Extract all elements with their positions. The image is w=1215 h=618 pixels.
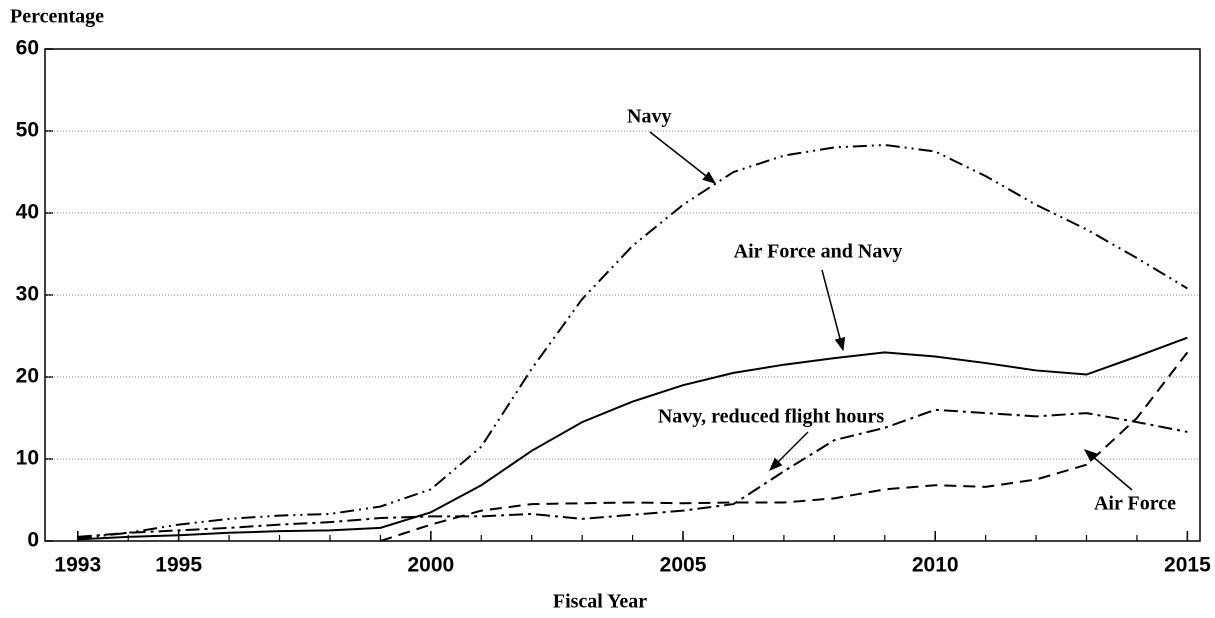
label-arrow: [769, 431, 809, 471]
x-tick-label: 2015: [1164, 554, 1211, 577]
series-label: Air Force: [1094, 493, 1176, 515]
y-tick-label: 30: [16, 283, 39, 306]
y-tick-label: 60: [16, 37, 39, 60]
y-tick-label: 0: [27, 529, 39, 552]
series-label: Navy: [627, 106, 671, 128]
label-arrow: [649, 131, 717, 184]
plot-frame: [44, 48, 1201, 542]
y-tick-label: 40: [16, 201, 39, 224]
label-arrow: [1083, 449, 1133, 491]
y-axis-label: Percentage: [10, 6, 104, 28]
y-tick-label: 10: [16, 447, 39, 470]
series-line: [77, 408, 1188, 538]
series-label: Navy, reduced flight hours: [658, 406, 885, 428]
x-tick-label: 2005: [660, 554, 707, 577]
x-tick-label: 2010: [912, 554, 959, 577]
y-tick-label: 50: [16, 119, 39, 142]
x-axis-label: Fiscal Year: [553, 591, 647, 613]
x-tick-label: 1993: [54, 554, 101, 577]
series-line: [380, 351, 1189, 542]
x-tick-label: 1995: [155, 554, 202, 577]
series-line: [77, 336, 1188, 541]
series-label: Air Force and Navy: [734, 241, 903, 263]
label-arrow: [821, 269, 846, 352]
series-line: [77, 143, 1188, 540]
x-tick-label: 2000: [407, 554, 454, 577]
y-tick-label: 20: [16, 365, 39, 388]
